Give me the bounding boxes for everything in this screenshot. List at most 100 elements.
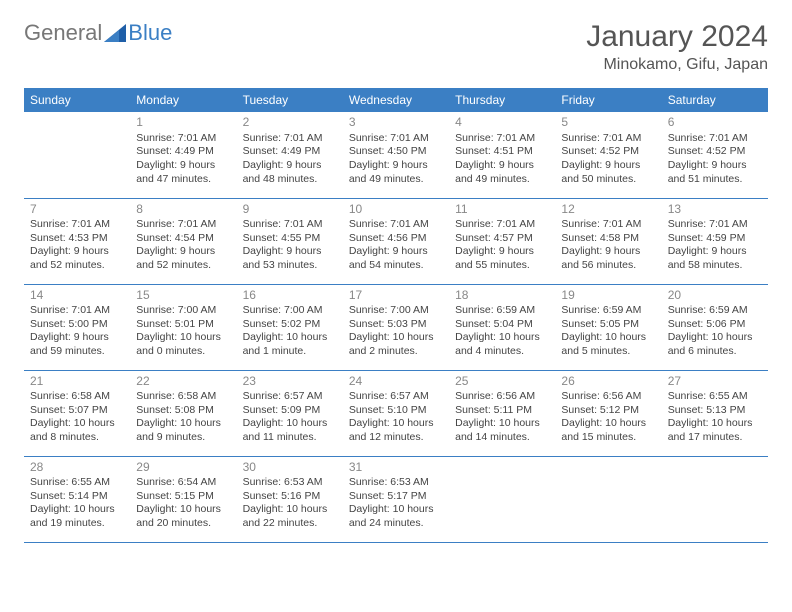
sunset-text: Sunset: 5:15 PM (136, 490, 230, 504)
daylight-text: and 58 minutes. (668, 259, 762, 273)
calendar-day-cell: 18Sunrise: 6:59 AMSunset: 5:04 PMDayligh… (449, 284, 555, 370)
calendar-day-cell: 7Sunrise: 7:01 AMSunset: 4:53 PMDaylight… (24, 198, 130, 284)
day-number: 20 (668, 288, 762, 304)
calendar-day-cell (662, 456, 768, 542)
day-number: 7 (30, 202, 124, 218)
daylight-text: and 4 minutes. (455, 345, 549, 359)
sunset-text: Sunset: 4:53 PM (30, 232, 124, 246)
day-number: 17 (349, 288, 443, 304)
daylight-text: and 11 minutes. (243, 431, 337, 445)
sunset-text: Sunset: 5:16 PM (243, 490, 337, 504)
sunset-text: Sunset: 5:00 PM (30, 318, 124, 332)
daylight-text: Daylight: 9 hours (561, 159, 655, 173)
daylight-text: Daylight: 10 hours (136, 503, 230, 517)
calendar-body: 1Sunrise: 7:01 AMSunset: 4:49 PMDaylight… (24, 112, 768, 542)
weekday-header: Saturday (662, 88, 768, 112)
sunrise-text: Sunrise: 7:01 AM (561, 132, 655, 146)
weekday-header: Wednesday (343, 88, 449, 112)
day-number: 27 (668, 374, 762, 390)
sunrise-text: Sunrise: 6:53 AM (243, 476, 337, 490)
month-title: January 2024 (586, 20, 768, 54)
day-number: 2 (243, 115, 337, 131)
location-subtitle: Minokamo, Gifu, Japan (586, 56, 768, 74)
day-number: 16 (243, 288, 337, 304)
sunrise-text: Sunrise: 6:56 AM (561, 390, 655, 404)
sunrise-text: Sunrise: 6:59 AM (455, 304, 549, 318)
calendar-day-cell (449, 456, 555, 542)
day-number: 4 (455, 115, 549, 131)
daylight-text: Daylight: 10 hours (561, 417, 655, 431)
sunset-text: Sunset: 4:51 PM (455, 145, 549, 159)
calendar-day-cell: 29Sunrise: 6:54 AMSunset: 5:15 PMDayligh… (130, 456, 236, 542)
day-number: 19 (561, 288, 655, 304)
daylight-text: and 49 minutes. (349, 173, 443, 187)
daylight-text: Daylight: 10 hours (243, 417, 337, 431)
sunset-text: Sunset: 5:07 PM (30, 404, 124, 418)
daylight-text: Daylight: 9 hours (30, 331, 124, 345)
sunrise-text: Sunrise: 7:01 AM (136, 132, 230, 146)
daylight-text: Daylight: 9 hours (243, 245, 337, 259)
calendar-day-cell: 26Sunrise: 6:56 AMSunset: 5:12 PMDayligh… (555, 370, 661, 456)
daylight-text: Daylight: 9 hours (136, 245, 230, 259)
sunset-text: Sunset: 5:08 PM (136, 404, 230, 418)
sunrise-text: Sunrise: 7:01 AM (30, 304, 124, 318)
sunset-text: Sunset: 5:05 PM (561, 318, 655, 332)
weekday-header: Monday (130, 88, 236, 112)
sunrise-text: Sunrise: 7:01 AM (455, 132, 549, 146)
daylight-text: Daylight: 10 hours (455, 417, 549, 431)
calendar-day-cell: 16Sunrise: 7:00 AMSunset: 5:02 PMDayligh… (237, 284, 343, 370)
daylight-text: and 52 minutes. (30, 259, 124, 273)
daylight-text: Daylight: 9 hours (455, 245, 549, 259)
day-number: 24 (349, 374, 443, 390)
day-number: 23 (243, 374, 337, 390)
daylight-text: Daylight: 10 hours (136, 331, 230, 345)
sunrise-text: Sunrise: 6:55 AM (30, 476, 124, 490)
sunrise-text: Sunrise: 6:57 AM (349, 390, 443, 404)
daylight-text: Daylight: 10 hours (349, 503, 443, 517)
day-number: 3 (349, 115, 443, 131)
daylight-text: Daylight: 9 hours (349, 159, 443, 173)
daylight-text: Daylight: 10 hours (455, 331, 549, 345)
title-block: January 2024 Minokamo, Gifu, Japan (586, 20, 768, 74)
sunset-text: Sunset: 4:58 PM (561, 232, 655, 246)
calendar-day-cell: 6Sunrise: 7:01 AMSunset: 4:52 PMDaylight… (662, 112, 768, 198)
day-number: 22 (136, 374, 230, 390)
logo-text-1: General (24, 20, 102, 46)
day-number: 12 (561, 202, 655, 218)
page-header: General Blue January 2024 Minokamo, Gifu… (24, 20, 768, 74)
sunset-text: Sunset: 4:52 PM (668, 145, 762, 159)
logo-triangle-icon (104, 24, 126, 42)
calendar-table: Sunday Monday Tuesday Wednesday Thursday… (24, 88, 768, 543)
daylight-text: Daylight: 10 hours (561, 331, 655, 345)
sunset-text: Sunset: 5:06 PM (668, 318, 762, 332)
sunset-text: Sunset: 5:11 PM (455, 404, 549, 418)
sunrise-text: Sunrise: 6:58 AM (30, 390, 124, 404)
weekday-header: Friday (555, 88, 661, 112)
day-number: 11 (455, 202, 549, 218)
daylight-text: Daylight: 10 hours (349, 417, 443, 431)
day-number: 13 (668, 202, 762, 218)
daylight-text: Daylight: 10 hours (30, 417, 124, 431)
daylight-text: and 12 minutes. (349, 431, 443, 445)
daylight-text: and 19 minutes. (30, 517, 124, 531)
sunset-text: Sunset: 4:56 PM (349, 232, 443, 246)
calendar-day-cell: 17Sunrise: 7:00 AMSunset: 5:03 PMDayligh… (343, 284, 449, 370)
daylight-text: and 51 minutes. (668, 173, 762, 187)
day-number: 1 (136, 115, 230, 131)
sunrise-text: Sunrise: 6:56 AM (455, 390, 549, 404)
sunrise-text: Sunrise: 7:01 AM (136, 218, 230, 232)
sunrise-text: Sunrise: 7:00 AM (136, 304, 230, 318)
daylight-text: Daylight: 10 hours (243, 503, 337, 517)
sunset-text: Sunset: 5:14 PM (30, 490, 124, 504)
sunrise-text: Sunrise: 6:54 AM (136, 476, 230, 490)
sunrise-text: Sunrise: 7:00 AM (243, 304, 337, 318)
calendar-day-cell: 24Sunrise: 6:57 AMSunset: 5:10 PMDayligh… (343, 370, 449, 456)
daylight-text: and 9 minutes. (136, 431, 230, 445)
calendar-day-cell: 3Sunrise: 7:01 AMSunset: 4:50 PMDaylight… (343, 112, 449, 198)
calendar-week-row: 7 Sunrise: 7:01 AM Sunset: 4:53 PM Daylight… (24, 198, 768, 284)
sunset-text: Sunset: 4:55 PM (243, 232, 337, 246)
daylight-text: and 52 minutes. (136, 259, 230, 273)
daylight-text: and 2 minutes. (349, 345, 443, 359)
sunrise-text: Sunrise: 7:01 AM (243, 218, 337, 232)
daylight-text: Daylight: 10 hours (30, 503, 124, 517)
